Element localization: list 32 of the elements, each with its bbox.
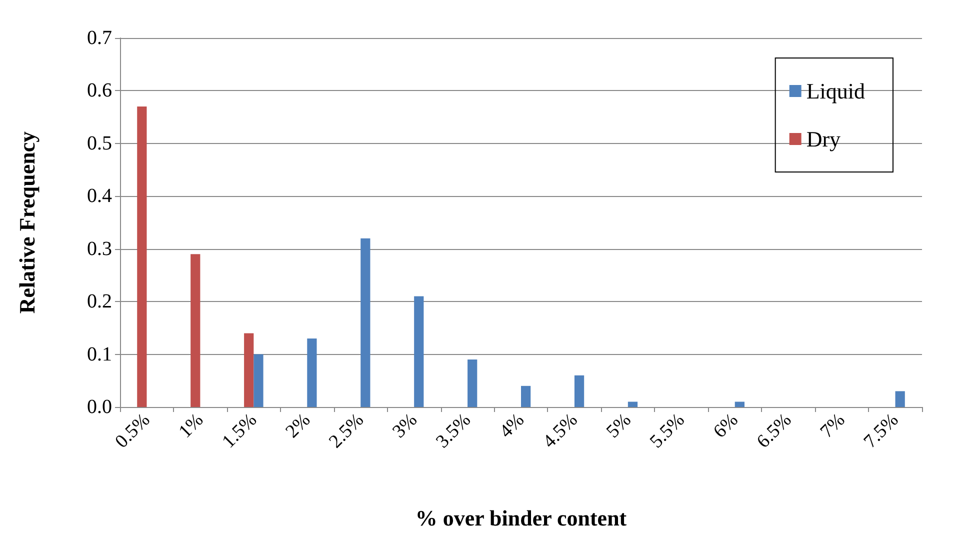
x-tick-label: 1% — [174, 409, 208, 442]
bar — [468, 360, 478, 407]
y-tick-label: 0.0 — [87, 396, 112, 418]
x-axis-title: % over binder content — [415, 506, 628, 530]
bar — [360, 238, 370, 407]
legend-label: Liquid — [806, 78, 866, 104]
bar — [895, 391, 905, 407]
x-tick-label: 3% — [388, 409, 422, 442]
bar — [307, 338, 317, 407]
x-tick-label: 4% — [496, 409, 529, 442]
bar — [574, 375, 584, 407]
x-tick-label: 6% — [710, 409, 742, 442]
x-tick-label: 5% — [602, 409, 636, 442]
y-tick-label: 0.3 — [87, 238, 112, 260]
y-tick-label: 0.4 — [87, 185, 112, 208]
bar — [628, 402, 638, 407]
bar — [521, 386, 531, 407]
legend-label: Dry — [806, 126, 841, 152]
bar — [734, 402, 744, 407]
bar — [137, 106, 147, 407]
y-tick-label: 0.6 — [87, 80, 112, 102]
y-tick-label: 0.1 — [87, 343, 112, 366]
y-tick-label: 0.5 — [87, 132, 112, 154]
bar — [190, 254, 200, 407]
y-tick-label: 0.2 — [87, 290, 112, 313]
y-tick-label: 0.7 — [87, 27, 112, 49]
bar — [254, 354, 264, 407]
bar — [244, 333, 254, 407]
bar — [414, 296, 424, 407]
x-tick-label: 7% — [816, 409, 850, 442]
x-tick-label: 2% — [282, 409, 315, 442]
y-axis-title: Relative Frequency — [14, 131, 40, 314]
